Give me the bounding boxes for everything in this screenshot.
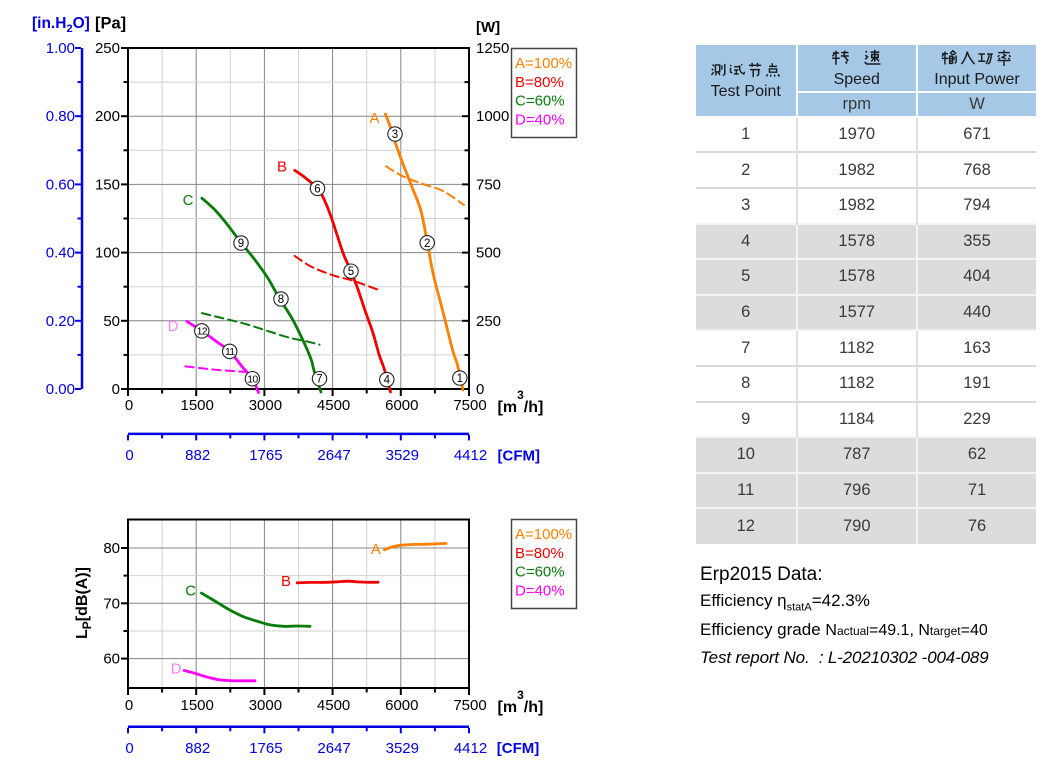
svg-text:1.00: 1.00 — [46, 40, 75, 57]
svg-text:150: 150 — [95, 176, 120, 193]
svg-text:0.60: 0.60 — [46, 176, 75, 193]
svg-text:B: B — [277, 159, 287, 176]
svg-text:[Pa]: [Pa] — [95, 15, 126, 33]
svg-text:11: 11 — [225, 346, 235, 358]
svg-text:0: 0 — [125, 447, 133, 464]
svg-text:4412: 4412 — [454, 447, 487, 464]
svg-text:A=100%: A=100% — [515, 526, 572, 543]
svg-text:C=60%: C=60% — [515, 93, 565, 110]
svg-text:500: 500 — [476, 245, 501, 262]
svg-text:1250: 1250 — [476, 40, 509, 57]
svg-text:80: 80 — [103, 540, 120, 557]
svg-text:0: 0 — [125, 697, 133, 714]
svg-text:4500: 4500 — [317, 397, 350, 414]
svg-text:6000: 6000 — [385, 397, 418, 414]
svg-text:[CFM]: [CFM] — [498, 448, 540, 465]
svg-text:B=80%: B=80% — [515, 74, 564, 91]
svg-text:1765: 1765 — [249, 740, 282, 757]
svg-text:[m3/h]: [m3/h] — [498, 688, 544, 716]
svg-text:A: A — [371, 541, 381, 558]
svg-text:882: 882 — [185, 740, 210, 757]
svg-text:3529: 3529 — [386, 447, 419, 464]
svg-text:C=60%: C=60% — [515, 564, 565, 581]
svg-text:D: D — [171, 661, 182, 678]
svg-text:882: 882 — [185, 447, 210, 464]
svg-text:7500: 7500 — [453, 397, 486, 414]
svg-text:3529: 3529 — [386, 740, 419, 757]
svg-text:7: 7 — [316, 374, 322, 386]
svg-text:250: 250 — [476, 313, 501, 330]
svg-text:0.00: 0.00 — [46, 381, 75, 398]
svg-text:100: 100 — [95, 245, 120, 262]
svg-text:A: A — [369, 110, 379, 127]
svg-text:9: 9 — [238, 238, 244, 250]
svg-text:B: B — [281, 573, 291, 590]
svg-text:1000: 1000 — [476, 108, 509, 125]
svg-text:B=80%: B=80% — [515, 545, 564, 562]
svg-text:8: 8 — [278, 294, 284, 306]
svg-text:0.80: 0.80 — [46, 108, 75, 125]
svg-text:D=40%: D=40% — [515, 582, 565, 599]
svg-text:C: C — [183, 192, 194, 209]
svg-text:7500: 7500 — [453, 697, 486, 714]
svg-text:3: 3 — [392, 129, 398, 141]
svg-text:LP[dB(A)]: LP[dB(A)] — [74, 567, 94, 639]
svg-text:[CFM]: [CFM] — [497, 740, 539, 757]
svg-text:4500: 4500 — [317, 697, 350, 714]
svg-text:C: C — [185, 583, 196, 600]
svg-text:2647: 2647 — [317, 740, 350, 757]
svg-text:3000: 3000 — [249, 397, 282, 414]
svg-text:12: 12 — [197, 326, 208, 338]
svg-text:D: D — [168, 318, 179, 335]
svg-text:750: 750 — [476, 176, 501, 193]
svg-text:0.40: 0.40 — [46, 245, 75, 262]
svg-text:2: 2 — [424, 238, 430, 250]
svg-text:4: 4 — [384, 375, 391, 387]
svg-text:1765: 1765 — [249, 447, 282, 464]
svg-text:250: 250 — [95, 40, 120, 57]
svg-text:3000: 3000 — [249, 697, 282, 714]
svg-text:50: 50 — [103, 313, 120, 330]
svg-text:[W]: [W] — [476, 19, 500, 36]
svg-text:1500: 1500 — [181, 697, 214, 714]
svg-text:A=100%: A=100% — [515, 55, 572, 72]
svg-text:4412: 4412 — [454, 740, 487, 757]
svg-text:1500: 1500 — [181, 397, 214, 414]
svg-text:1: 1 — [457, 373, 463, 385]
svg-text:[m3/h]: [m3/h] — [498, 388, 544, 416]
svg-text:[in.H2O]: [in.H2O] — [32, 15, 90, 35]
svg-text:10: 10 — [247, 374, 258, 386]
svg-text:0: 0 — [125, 740, 133, 757]
svg-text:70: 70 — [103, 595, 120, 612]
svg-text:0: 0 — [112, 381, 120, 398]
svg-text:5: 5 — [348, 266, 354, 278]
svg-text:0: 0 — [125, 397, 133, 414]
svg-text:6: 6 — [314, 183, 320, 195]
svg-text:6000: 6000 — [385, 697, 418, 714]
svg-text:200: 200 — [95, 108, 120, 125]
svg-text:2647: 2647 — [317, 447, 350, 464]
svg-text:D=40%: D=40% — [515, 111, 565, 128]
svg-text:60: 60 — [103, 651, 120, 668]
svg-text:0: 0 — [476, 381, 484, 398]
svg-text:0.20: 0.20 — [46, 313, 75, 330]
